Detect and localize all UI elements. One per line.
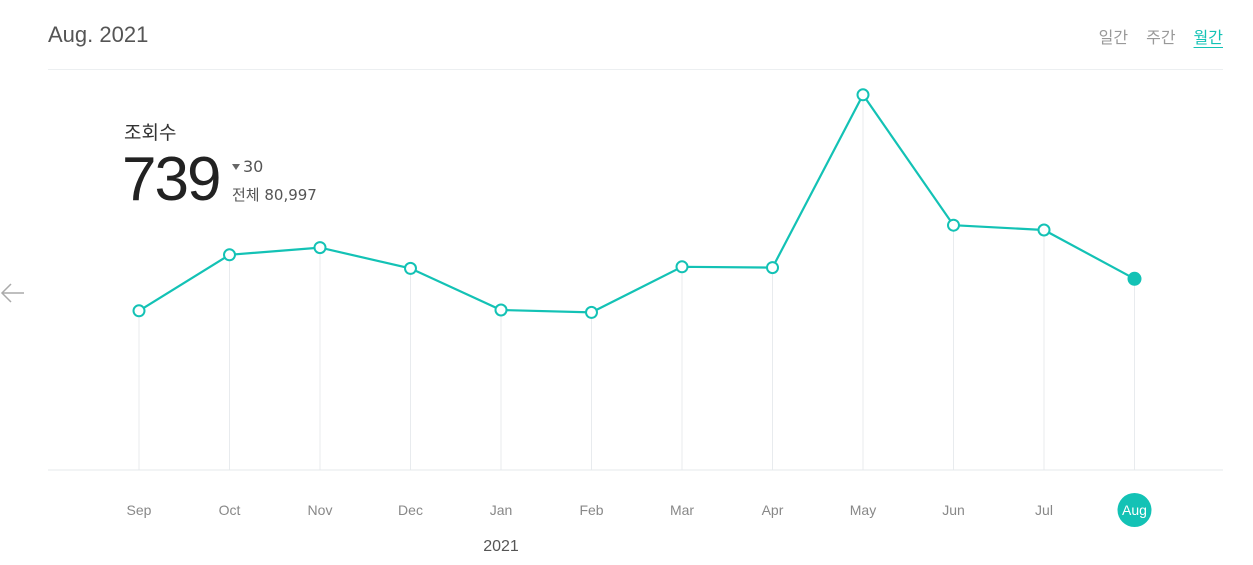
data-point-apr[interactable] (766, 261, 779, 275)
stat-total: 전체 80,997 (232, 186, 317, 204)
data-point-jan[interactable] (494, 303, 508, 317)
x-tick-mar[interactable]: Mar (670, 502, 694, 518)
x-tick-nov[interactable]: Nov (308, 502, 333, 518)
stat-change: 30 (232, 157, 263, 176)
page-title: Aug. 2021 (48, 22, 149, 47)
tab-weekly[interactable]: 주간 (1146, 28, 1176, 47)
header-divider (48, 69, 1223, 70)
stat-value: 739 (122, 145, 221, 214)
data-points (132, 88, 1142, 319)
period-tabs: 일간 주간 월간 (1099, 24, 1223, 48)
x-tick-jun[interactable]: Jun (942, 502, 965, 518)
x-tick-jan[interactable]: Jan (490, 502, 513, 518)
x-tick-sep[interactable]: Sep (127, 502, 152, 518)
x-tick-jul[interactable]: Jul (1035, 502, 1053, 518)
x-tick-apr[interactable]: Apr (762, 502, 784, 518)
series-line (138, 92, 1136, 314)
data-point-mar[interactable] (675, 260, 689, 274)
data-point-nov[interactable] (313, 241, 327, 255)
stat-change-value: 30 (243, 157, 264, 176)
data-point-dec[interactable] (404, 261, 417, 275)
x-tick-feb[interactable]: Feb (579, 502, 603, 518)
tab-daily[interactable]: 일간 (1098, 28, 1129, 47)
data-point-oct[interactable] (223, 248, 236, 262)
x-tick-dec[interactable]: Dec (398, 502, 423, 518)
triangle-down-icon (232, 164, 240, 170)
data-point-sep[interactable] (132, 304, 146, 318)
x-tick-aug[interactable]: Aug (1122, 502, 1147, 518)
prev-period-button[interactable] (0, 281, 28, 305)
data-point-jul[interactable] (1037, 223, 1051, 237)
x-tick-may[interactable]: May (850, 502, 876, 518)
data-point-may[interactable] (856, 88, 870, 102)
data-point-feb[interactable] (585, 305, 598, 319)
stat-label: 조회수 (124, 122, 177, 144)
data-point-aug[interactable] (1127, 271, 1142, 286)
chart-gridlines (138, 94, 1135, 470)
arrow-left-icon (0, 283, 24, 303)
selected-tick-badge (1117, 493, 1152, 527)
x-axis-ticks: Sep Oct Nov Dec Jan Feb Mar Apr May Jun Jul Aug (127, 493, 1152, 527)
x-tick-oct[interactable]: Oct (219, 502, 241, 518)
tab-monthly[interactable]: 월간 (1193, 28, 1223, 47)
data-point-jun[interactable] (947, 218, 960, 232)
year-label: 2021 (483, 538, 519, 555)
